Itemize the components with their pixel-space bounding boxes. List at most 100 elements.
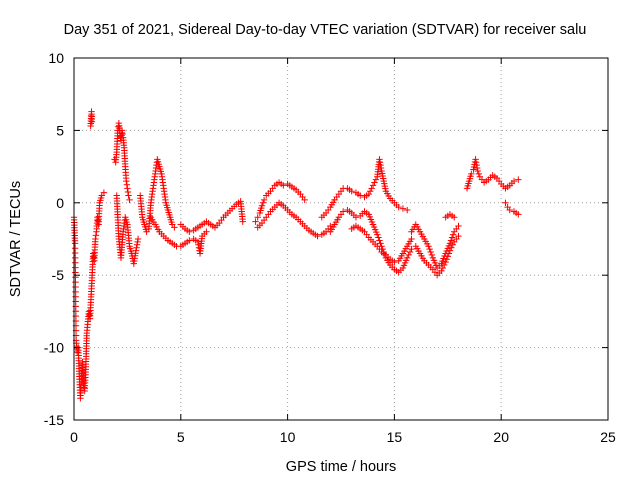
data-point-fill xyxy=(329,223,337,231)
data-point-fill xyxy=(260,216,268,224)
data-point-fill xyxy=(508,180,516,187)
data-point-fill xyxy=(402,245,409,252)
data-point xyxy=(446,247,454,254)
data-point-fill xyxy=(168,218,175,226)
data-point-fill xyxy=(184,238,191,246)
data-point-fill xyxy=(259,199,267,206)
data-point-fill xyxy=(299,193,306,201)
data-point xyxy=(502,199,509,206)
y-tick-label: -5 xyxy=(52,267,65,283)
data-point-fill xyxy=(453,235,460,243)
data-point-fill xyxy=(256,222,264,229)
data-point-fill xyxy=(205,219,212,227)
data-point-fill xyxy=(115,123,122,130)
data-point-fill xyxy=(84,321,91,328)
data-point-fill xyxy=(132,249,139,257)
data-point-fill xyxy=(389,257,396,264)
plot-frame xyxy=(73,57,609,421)
data-point-fill xyxy=(444,253,451,260)
x-tick-label: 20 xyxy=(493,429,509,445)
data-point-fill xyxy=(368,185,375,192)
data-point-fill xyxy=(475,170,482,178)
data-point-fill xyxy=(487,174,494,181)
x-tick-label: 15 xyxy=(387,429,403,445)
data-point-fill xyxy=(320,230,328,237)
data-point-fill xyxy=(419,255,427,262)
y-tick-label: -15 xyxy=(44,412,64,428)
data-point-fill xyxy=(142,226,150,233)
data-point-fill xyxy=(166,211,173,219)
data-point-fill xyxy=(157,168,165,175)
data-point-fill xyxy=(368,218,376,226)
data-point-fill xyxy=(73,345,81,353)
data-point-fill xyxy=(218,216,225,224)
data-point-fill xyxy=(398,252,405,260)
data-point-fill xyxy=(307,228,315,235)
data-point-fill xyxy=(427,248,434,256)
data-point-fill xyxy=(453,225,460,233)
data-point-fill xyxy=(393,267,400,275)
data-point xyxy=(125,192,132,199)
data-point-fill xyxy=(443,256,450,263)
data-point-fill xyxy=(277,201,285,208)
data-point-fill xyxy=(222,211,229,219)
data-point-fill xyxy=(472,159,480,166)
data-point-fill xyxy=(445,250,453,257)
data-point-fill xyxy=(299,220,306,227)
data-point xyxy=(408,245,415,253)
data-point-fill xyxy=(282,204,289,212)
data-point-fill xyxy=(337,211,345,218)
data-point-fill xyxy=(465,180,472,187)
data-point-fill xyxy=(473,161,480,169)
data-point-fill xyxy=(121,160,129,168)
data-point-fill xyxy=(290,212,298,220)
data-point-fill xyxy=(150,218,157,226)
data-point-fill xyxy=(449,241,456,248)
x-tick-label: 25 xyxy=(600,429,616,445)
data-point-fill xyxy=(377,240,384,247)
x-axis-label: GPS time / hours xyxy=(286,459,396,475)
data-point-fill xyxy=(512,209,520,217)
data-point-fill xyxy=(354,224,362,231)
chart-title: Day 351 of 2021, Sidereal Day-to-day VTE… xyxy=(64,22,587,38)
data-point-fill xyxy=(198,235,206,242)
data-point-fill xyxy=(213,222,221,229)
data-point-fill xyxy=(379,175,387,182)
y-tick-label: -10 xyxy=(44,340,64,356)
data-point-fill xyxy=(467,173,474,180)
data-point-fill xyxy=(406,238,414,245)
x-tick-label: 0 xyxy=(70,429,78,445)
data-point-fill xyxy=(269,185,276,192)
data-point xyxy=(134,235,142,243)
data-point-fill xyxy=(346,208,353,215)
data-point-fill xyxy=(377,164,385,172)
data-point-fill xyxy=(192,237,199,244)
data-point-fill xyxy=(124,188,132,196)
data-point-fill xyxy=(155,160,162,168)
data-point-fill xyxy=(366,188,374,195)
data-point-fill xyxy=(397,266,405,274)
data-point-fill xyxy=(123,218,130,226)
data-point xyxy=(254,214,261,221)
data-point-fill xyxy=(123,181,131,188)
data-point-fill xyxy=(495,177,503,185)
data-points xyxy=(70,108,522,402)
data-point-fill xyxy=(92,238,99,245)
data-point-fill xyxy=(96,202,103,209)
data-point-fill xyxy=(277,180,285,188)
x-tick-label: 5 xyxy=(177,429,185,445)
data-point-fill xyxy=(436,269,443,277)
data-point-fill xyxy=(419,233,427,240)
data-point-fill xyxy=(402,257,410,264)
data-point xyxy=(252,218,259,225)
data-point xyxy=(126,196,133,204)
data-point-fill xyxy=(427,264,434,271)
data-point-fill xyxy=(127,247,135,255)
data-point-fill xyxy=(265,211,272,218)
data-point-fill xyxy=(295,188,302,196)
data-point xyxy=(260,196,268,204)
data-point-fill xyxy=(375,234,382,241)
data-point-fill xyxy=(382,185,389,192)
data-point-fill xyxy=(363,209,370,217)
data-point xyxy=(100,189,108,196)
